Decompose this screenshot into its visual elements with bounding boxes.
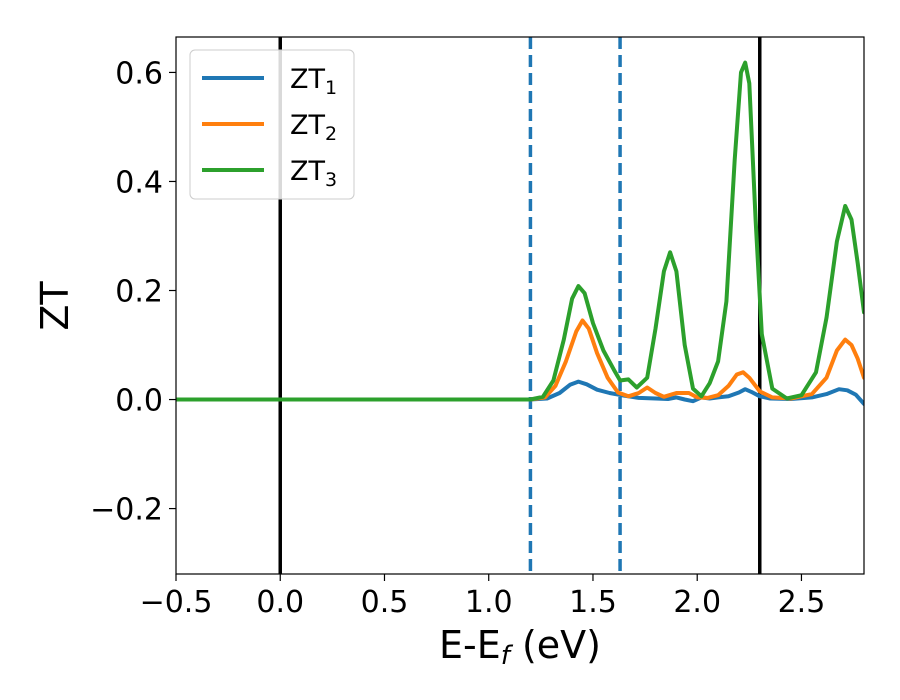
x-tick-label: 2.5 — [778, 585, 826, 620]
y-tick-label: 0.6 — [115, 56, 163, 91]
x-tick-label: 1.0 — [465, 585, 513, 620]
y-axis-label: ZT — [33, 281, 77, 331]
y-tick-label: −0.2 — [90, 493, 163, 528]
series-line-3 — [176, 60, 864, 402]
x-tick-label: −0.5 — [140, 585, 213, 620]
y-axis-ticks: −0.2 0.0 0.2 0.4 0.6 — [90, 56, 176, 528]
y-tick-label: 0.4 — [115, 165, 163, 200]
legend: ZT1 ZT2 ZT3 — [189, 49, 355, 200]
series-line-2 — [176, 318, 864, 402]
x-tick-label: 2.0 — [673, 585, 721, 620]
y-tick-label: 0.2 — [115, 275, 163, 310]
x-tick-label: 0.0 — [256, 585, 304, 620]
y-tick-label: 0.0 — [115, 384, 163, 419]
x-tick-label: 1.5 — [569, 585, 617, 620]
plot-frame — [175, 36, 865, 575]
x-tick-label: 0.5 — [361, 585, 409, 620]
x-axis-label: E-Ef (eV) — [439, 623, 601, 671]
legend-box — [189, 49, 355, 200]
legend-label-2: ZT2 — [290, 110, 337, 145]
series-lines — [176, 60, 864, 406]
legend-label-1: ZT1 — [290, 64, 337, 99]
x-axis-ticks: −0.5 0.0 0.5 1.0 1.5 2.0 2.5 — [140, 574, 826, 620]
legend-label-3: ZT3 — [290, 156, 337, 191]
